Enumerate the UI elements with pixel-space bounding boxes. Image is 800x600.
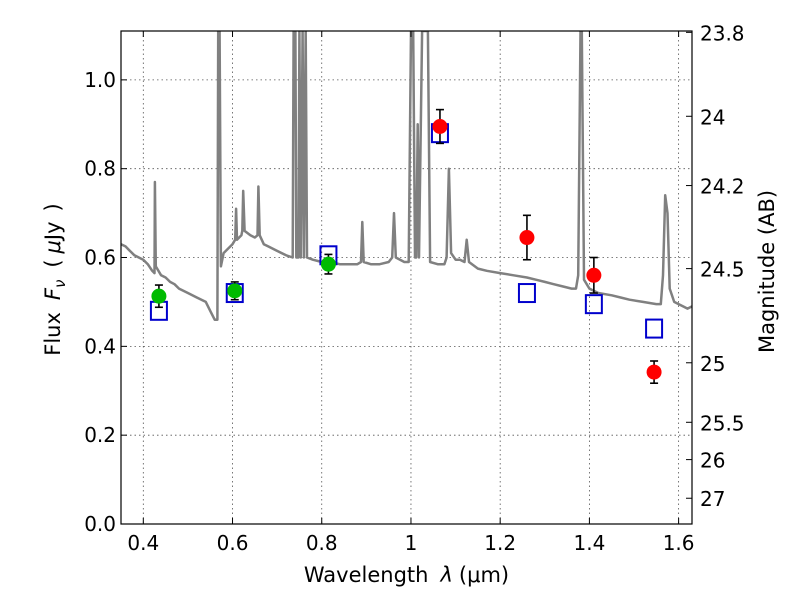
y2-tick-label: 24.2	[700, 175, 745, 199]
y-axis-label-symbol: F	[41, 287, 65, 300]
y-tick-label: 0.8	[84, 157, 116, 181]
plot-frame	[120, 30, 693, 525]
y-axis-label-unit-open: (	[41, 259, 65, 267]
y-axis-label: Flux Fν ( μJy)	[41, 203, 69, 356]
y2-axis-label: Magnitude (AB)	[755, 190, 779, 353]
y-axis-label-unit-rest: Jy	[41, 221, 65, 242]
photometry-point	[320, 256, 336, 272]
photometry-point	[432, 118, 448, 134]
spectrum-line	[121, 31, 692, 321]
y-tick-label: 1.0	[84, 68, 116, 92]
photometry-point	[519, 230, 535, 246]
y2-tick-label: 27	[700, 487, 725, 511]
photometry-point	[646, 364, 662, 380]
x-axis-label: Wavelength λ (μm)	[304, 563, 509, 587]
x-tick-label: 0.6	[217, 531, 249, 555]
x-tick-label: 0.8	[306, 531, 338, 555]
x-tick-label: 0.4	[127, 531, 159, 555]
photometry-point	[227, 283, 243, 299]
y-tick-label: 0.2	[84, 423, 116, 447]
x-axis-label-unit: (μm)	[459, 563, 509, 587]
x-tick-label: 1.4	[573, 531, 605, 555]
photometry-point	[151, 288, 167, 304]
y2-tick-label: 25	[700, 352, 725, 376]
model-photometry-square	[645, 318, 664, 339]
y-axis-label-unit-mu: μ	[41, 240, 65, 254]
spectrum-layer	[121, 31, 692, 321]
y2-tick-label: 25.5	[700, 411, 745, 435]
y-axis-label-text: Flux	[41, 312, 65, 356]
x-tick-label: 1.2	[484, 531, 516, 555]
model-photometry-square	[517, 283, 536, 304]
y2-tick-label: 24.5	[700, 258, 745, 282]
photometry-point	[586, 267, 602, 283]
x-tick-label: 1	[405, 531, 418, 555]
tick-layer: 0.4 0.6 0.8 1 1.2 1.4 1.6 0.0 0.2 0.4 0.6 0.8 1.0 23.…	[84, 21, 744, 555]
y-tick-label: 0.0	[84, 512, 116, 536]
grid-layer	[121, 31, 692, 525]
y2-tick-label: 23.8	[700, 21, 745, 45]
photometry-layer	[149, 108, 664, 385]
y-axis-label-unit-close: )	[41, 203, 65, 211]
x-axis-label-symbol: λ	[439, 563, 452, 587]
y-tick-label: 0.4	[84, 334, 116, 358]
y2-tick-label: 26	[700, 449, 725, 473]
y2-tick-label: 24	[700, 105, 725, 129]
y-tick-label: 0.6	[84, 246, 116, 270]
x-axis-label-text: Wavelength	[304, 563, 429, 587]
y-axis-label-subscript: ν	[51, 280, 69, 288]
model-photometry-square	[584, 294, 603, 315]
x-tick-label: 1.6	[663, 531, 695, 555]
